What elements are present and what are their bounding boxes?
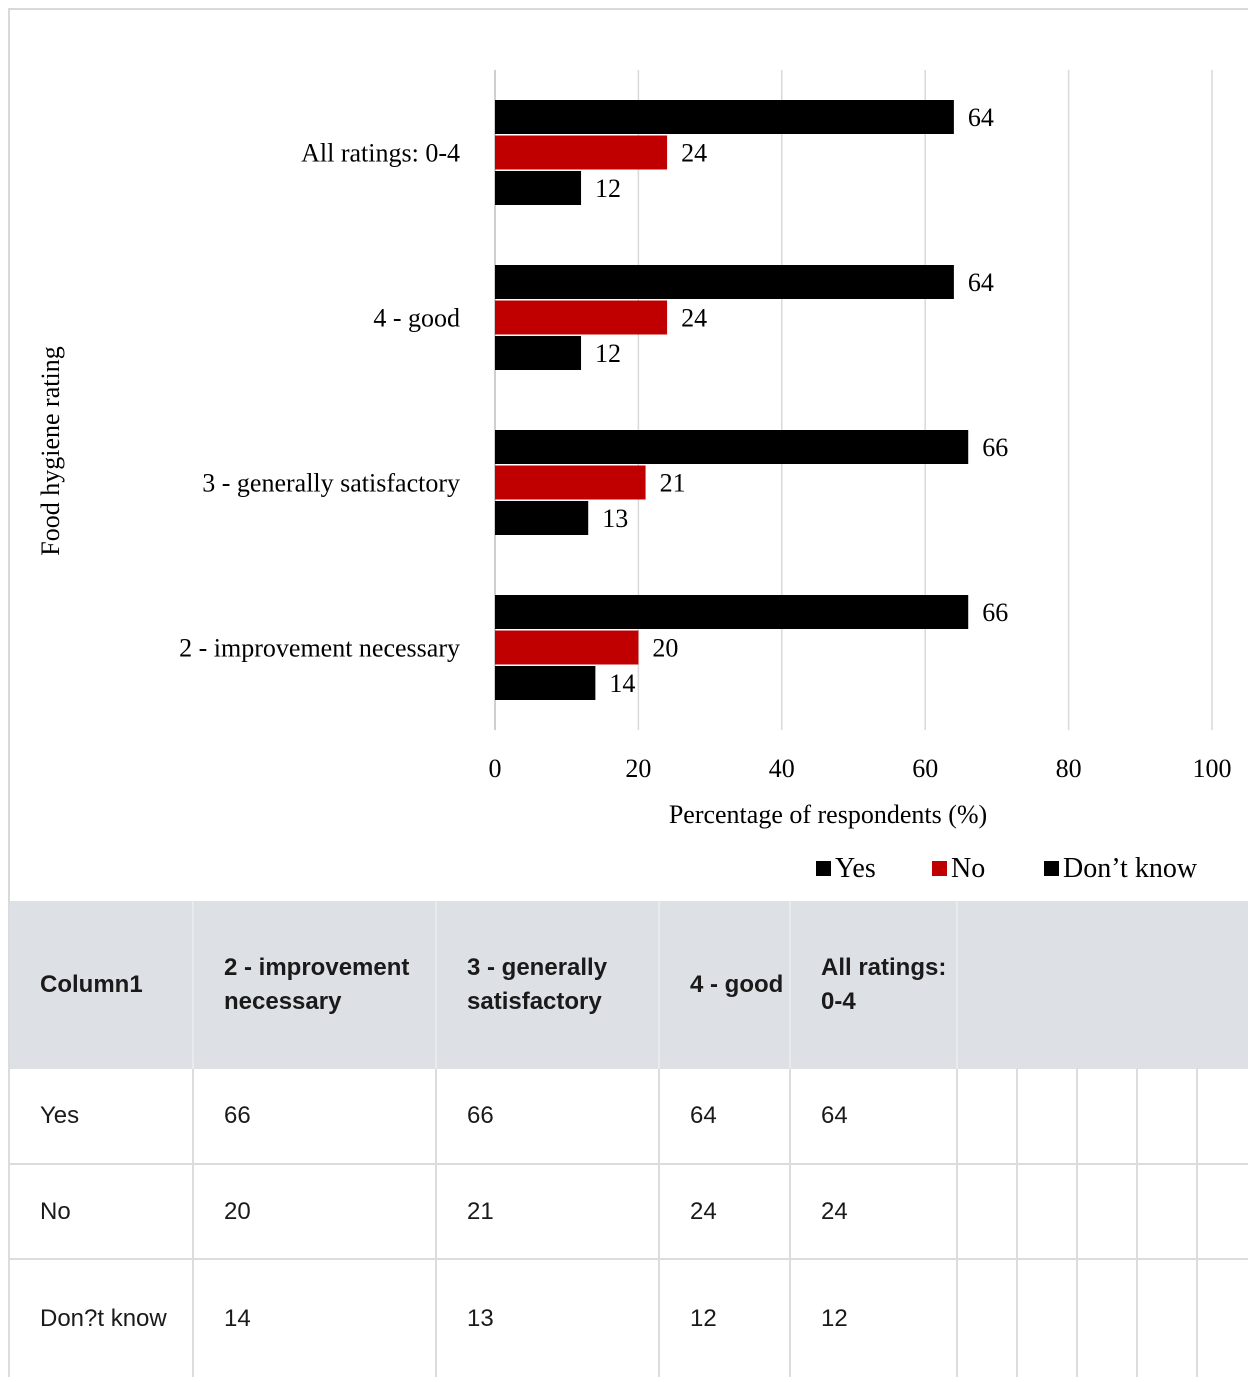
bar [495,666,596,700]
data-label: 64 [968,103,994,132]
empty-cell [1137,1069,1198,1165]
x-tick-label: 20 [625,754,651,783]
table-cell: 66 [436,1069,660,1165]
data-label: 12 [595,174,621,203]
table-cell: 20 [193,1164,437,1260]
data-label: 21 [660,469,686,498]
bar [495,630,639,665]
table-row: Yes 66 66 64 64 [8,1069,1248,1165]
table-cell: 66 [193,1069,437,1165]
bar [495,595,969,629]
empty-cell [1197,1069,1248,1165]
table-cell: 64 [659,1069,791,1165]
data-table: Column1 2 - improvement necessary 3 - ge… [8,901,1248,1377]
chart-area: 64 24 12 64 24 12 66 21 13 66 20 14 All ratings: 0-… [8,8,1248,901]
data-label: 64 [968,268,994,297]
x-tick-label: 100 [1193,754,1232,783]
table-header-row: Column1 2 - improvement necessary 3 - ge… [8,901,1248,1069]
data-label: 14 [609,669,635,698]
table-cell: 24 [790,1164,958,1260]
empty-cell [1197,1259,1248,1377]
empty-cell [1017,1259,1078,1377]
table-cell: 14 [193,1259,437,1377]
legend-label: No [951,853,985,884]
y-axis-title: Food hygiene rating [36,346,65,555]
bar [495,336,582,370]
empty-cell [1017,1069,1078,1165]
bar [495,501,589,535]
data-label: 24 [681,139,707,168]
empty-cell [1137,1259,1198,1377]
legend-swatch [932,861,947,876]
data-label: 20 [652,634,678,663]
data-label: 66 [982,433,1008,462]
category-label: 4 - good [373,304,460,333]
empty-cell [957,1259,1018,1377]
table-cell: Yes [8,1069,194,1165]
empty-header-cell [957,901,1248,1069]
category-label: 3 - generally satisfactory [202,469,460,498]
table-cell: No [8,1164,194,1260]
bar [495,265,954,299]
empty-cell [957,1164,1018,1260]
table-row: No 20 21 24 24 [8,1164,1248,1260]
category-label: 2 - improvement necessary [179,634,460,663]
table-cell: 64 [790,1069,958,1165]
table-cell: 21 [436,1164,660,1260]
header-cell: Column1 [8,901,194,1069]
legend-label: Don’t know [1063,853,1198,884]
table-cell: 24 [659,1164,791,1260]
data-label: 66 [982,598,1008,627]
legend-swatch [816,861,831,876]
empty-cell [957,1069,1018,1165]
data-label: 24 [681,304,707,333]
data-labels: 64 24 12 64 24 12 66 21 13 66 20 14 [595,103,1008,698]
bar [495,135,668,170]
bar [495,100,954,134]
bars [495,100,969,700]
data-label: 13 [602,504,628,533]
empty-cell [1017,1164,1078,1260]
x-tick-label: 0 [489,754,502,783]
table-cell: 13 [436,1259,660,1377]
table-cell: Don?t know [8,1259,194,1377]
empty-cell [1077,1164,1138,1260]
x-tick-label: 40 [769,754,795,783]
data-label: 12 [595,339,621,368]
table-row: Don?t know 14 13 12 12 [8,1259,1248,1377]
empty-cell [1137,1164,1198,1260]
table-cell: 12 [790,1259,958,1377]
category-labels: All ratings: 0-4 4 - good 3 - generally sa… [179,139,460,663]
bar [495,465,646,500]
bar [495,430,969,464]
x-axis-title: Percentage of respondents (%) [669,800,987,829]
x-tick-label: 80 [1056,754,1082,783]
x-tick-labels: 0 20 40 60 80 100 [489,754,1232,783]
table-cell: 12 [659,1259,791,1377]
header-cell: 4 - good [659,901,791,1069]
x-tick-label: 60 [912,754,938,783]
header-cell: 2 - improvement necessary [193,901,437,1069]
bar [495,300,668,335]
legend-label: Yes [835,853,876,884]
legend-swatch [1044,861,1059,876]
empty-cell [1197,1164,1248,1260]
bar [495,171,582,205]
bar-chart: 64 24 12 64 24 12 66 21 13 66 20 14 All ratings: 0-… [36,70,1232,884]
header-cell: All ratings: 0-4 [790,901,958,1069]
empty-cell [1077,1259,1138,1377]
category-label: All ratings: 0-4 [301,139,460,168]
legend: Yes No Don’t know [816,853,1198,884]
header-cell: 3 - generally satisfactory [436,901,660,1069]
empty-cell [1077,1069,1138,1165]
